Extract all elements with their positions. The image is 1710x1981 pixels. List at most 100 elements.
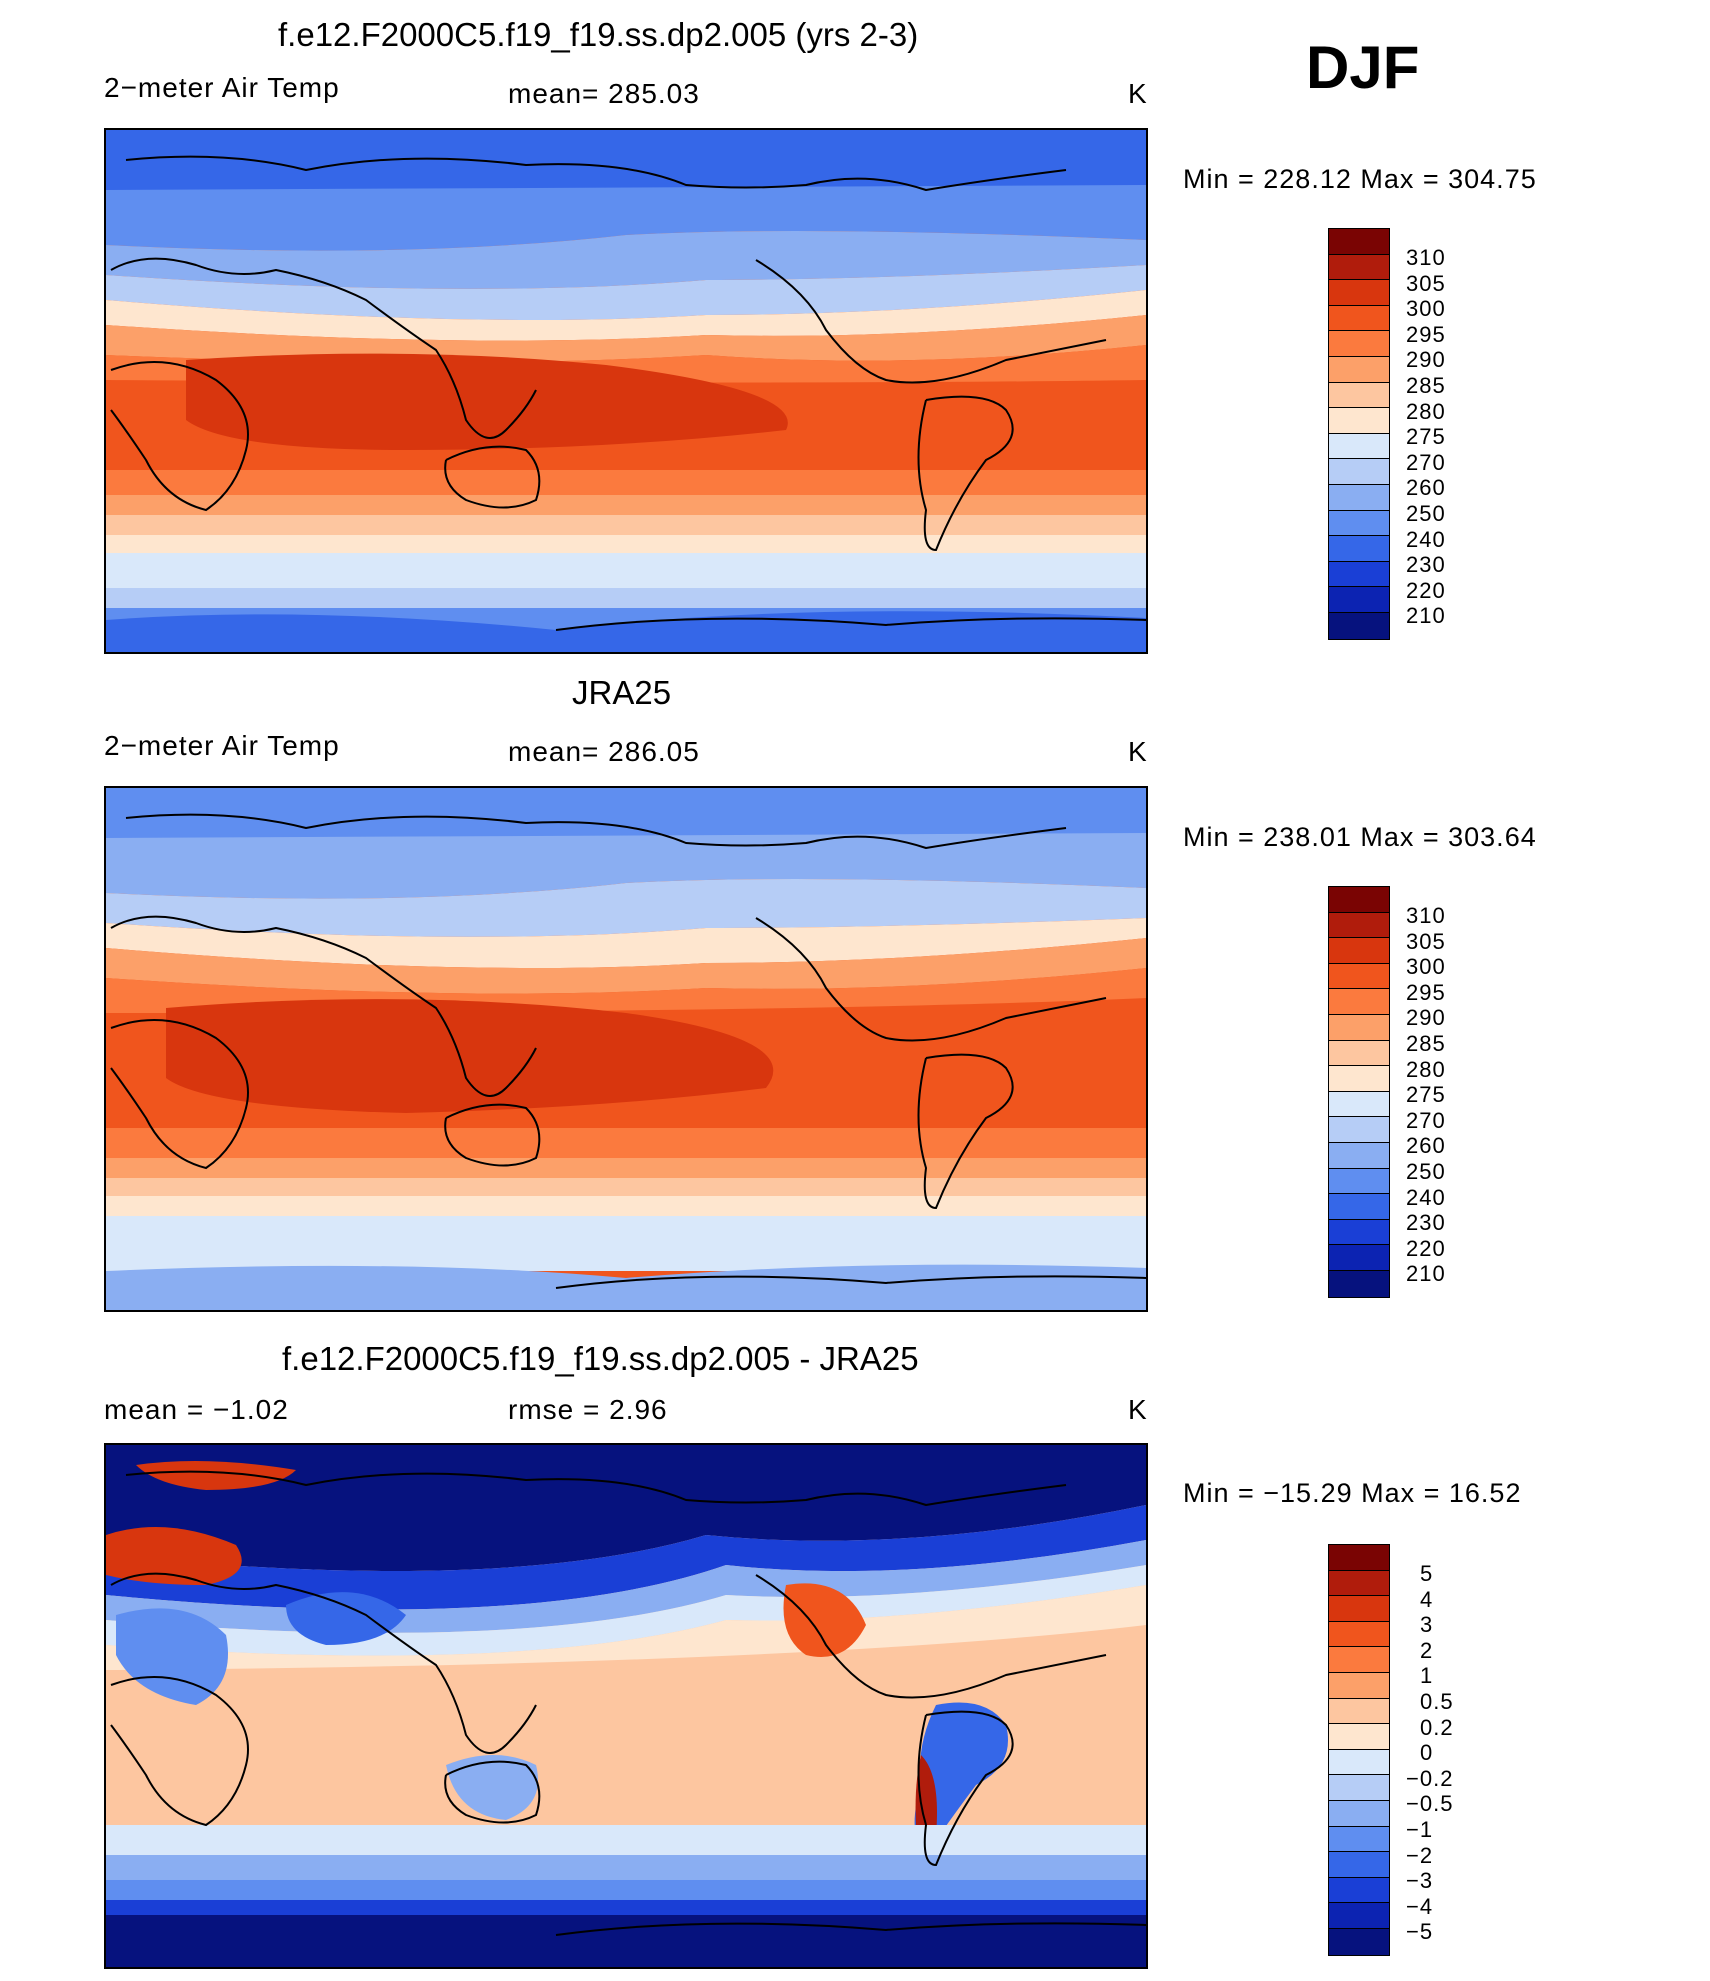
colorbar-tick-label: 300 — [1406, 954, 1446, 980]
colorbar-tick-label: 260 — [1406, 1133, 1446, 1159]
panel1-colorbar-swatch — [1329, 382, 1389, 409]
panel2-colorbar-swatch — [1329, 1168, 1389, 1195]
panel3-colorbar-swatch — [1329, 1928, 1389, 1955]
panel2-mean-label: mean= 286.05 — [508, 736, 700, 767]
panel3-title: f.e12.F2000C5.f19_f19.ss.dp2.005 - JRA25 — [282, 1340, 919, 1377]
colorbar-tick-label: 230 — [1406, 1210, 1446, 1236]
colorbar-tick-label: 280 — [1406, 1056, 1446, 1082]
colorbar-tick-label: −0.5 — [1406, 1791, 1454, 1817]
panel1-colorbar-swatch — [1329, 484, 1389, 511]
colorbar-tick-label: 4 — [1420, 1586, 1434, 1612]
panel3-map — [104, 1443, 1148, 1969]
panel1-colorbar-swatch — [1329, 305, 1389, 332]
colorbar-tick-label: 1 — [1420, 1663, 1434, 1689]
panel3-mean-label: mean = −1.02 — [104, 1394, 289, 1425]
panel1-colorbar-swatch — [1329, 561, 1389, 588]
colorbar-tick-label: −4 — [1406, 1893, 1434, 1919]
colorbar-tick-label: 260 — [1406, 475, 1446, 501]
panel3-colorbar-swatch — [1329, 1698, 1389, 1725]
colorbar-tick-label: 290 — [1406, 347, 1446, 373]
panel2-map — [104, 786, 1148, 1312]
panel1-colorbar-swatch — [1329, 587, 1389, 613]
colorbar-tick-label: 305 — [1406, 270, 1446, 296]
colorbar-tick-label: 285 — [1406, 373, 1446, 398]
panel1-colorbar-swatch — [1329, 408, 1389, 434]
colorbar-tick-label: −2 — [1406, 1842, 1434, 1868]
panel2-colorbar-swatch — [1329, 989, 1389, 1015]
panel3-colorbar-swatch — [1329, 1852, 1389, 1878]
panel1-colorbar-swatch — [1329, 536, 1389, 562]
colorbar-tick-label: 295 — [1406, 321, 1446, 347]
colorbar-tick-label: 240 — [1406, 526, 1446, 552]
panel3-colorbar-swatch — [1329, 1775, 1389, 1801]
colorbar-tick-label: 210 — [1406, 1261, 1446, 1287]
panel3-minmax: Min = −15.29 Max = 16.52 — [1183, 1478, 1522, 1508]
panel1-variable-label: 2−meter Air Temp — [104, 72, 340, 103]
panel2-colorbar-swatch — [1329, 1219, 1389, 1246]
panel1-colorbar — [1328, 228, 1390, 640]
panel3-colorbar-swatch — [1329, 1570, 1389, 1597]
panel2-colorbar — [1328, 886, 1390, 1298]
panel1-minmax: Min = 228.12 Max = 304.75 — [1183, 164, 1537, 194]
panel2-minmax: Min = 238.01 Max = 303.64 — [1183, 822, 1537, 852]
panel1-colorbar-swatch — [1329, 356, 1389, 383]
panel3-colorbar-swatch — [1329, 1672, 1389, 1699]
colorbar-tick-label: 270 — [1406, 1107, 1446, 1133]
colorbar-tick-label: 270 — [1406, 449, 1446, 475]
colorbar-tick-label: 280 — [1406, 398, 1446, 424]
colorbar-tick-label: 220 — [1406, 577, 1446, 603]
panel2-colorbar-swatch — [1329, 1142, 1389, 1169]
panel2-colorbar-swatch — [1329, 1066, 1389, 1092]
season-label: DJF — [1306, 34, 1420, 101]
colorbar-tick-label: 240 — [1406, 1184, 1446, 1210]
panel2-title: JRA25 — [572, 674, 672, 711]
colorbar-tick-label: −5 — [1406, 1919, 1434, 1945]
panel3-colorbar-swatch — [1329, 1877, 1389, 1904]
panel1-colorbar-swatch — [1329, 331, 1389, 357]
colorbar-tick-label: 0.2 — [1420, 1714, 1454, 1740]
panel3-colorbar-swatch — [1329, 1724, 1389, 1750]
colorbar-tick-label: 250 — [1406, 501, 1446, 526]
panel2-colorbar-swatch — [1329, 1040, 1389, 1067]
panel3-colorbar-swatch — [1329, 1749, 1389, 1776]
colorbar-tick-label: 250 — [1406, 1159, 1446, 1184]
colorbar-tick-label: 0.5 — [1420, 1689, 1454, 1714]
panel1-map-field — [106, 130, 1146, 652]
colorbar-tick-label: 310 — [1406, 245, 1446, 270]
panel1-colorbar-swatch — [1329, 229, 1389, 255]
panel2-map-field — [106, 788, 1146, 1310]
panel3-colorbar-swatch — [1329, 1826, 1389, 1853]
colorbar-tick-label: −0.2 — [1406, 1765, 1454, 1791]
colorbar-tick-label: 290 — [1406, 1005, 1446, 1031]
panel2-colorbar-swatch — [1329, 1245, 1389, 1271]
panel2-colorbar-swatch — [1329, 887, 1389, 913]
colorbar-tick-label: 5 — [1420, 1561, 1434, 1586]
panel1-map — [104, 128, 1148, 654]
colorbar-tick-label: 210 — [1406, 603, 1446, 629]
panel2-colorbar-swatch — [1329, 938, 1389, 964]
panel3-colorbar — [1328, 1544, 1390, 1956]
colorbar-tick-label: −3 — [1406, 1868, 1434, 1894]
panel3-colorbar-swatch — [1329, 1800, 1389, 1827]
colorbar-tick-label: 275 — [1406, 424, 1446, 450]
panel2-colorbar-swatch — [1329, 1270, 1389, 1297]
panel1-units-label: K — [1128, 78, 1148, 109]
panel1-title: f.e12.F2000C5.f19_f19.ss.dp2.005 (yrs 2-… — [278, 16, 919, 53]
panel2-colorbar-swatch — [1329, 963, 1389, 990]
colorbar-tick-label: −1 — [1406, 1817, 1434, 1842]
colorbar-tick-label: 300 — [1406, 296, 1446, 322]
colorbar-tick-label: 220 — [1406, 1235, 1446, 1261]
panel2-colorbar-swatch — [1329, 1194, 1389, 1220]
colorbar-tick-label: 2 — [1420, 1637, 1434, 1663]
panel2-units-label: K — [1128, 736, 1148, 767]
colorbar-tick-label: 305 — [1406, 928, 1446, 954]
panel3-map-field — [106, 1445, 1146, 1967]
panel2-colorbar-swatch — [1329, 912, 1389, 939]
panel3-colorbar-swatch — [1329, 1596, 1389, 1622]
panel2-colorbar-swatch — [1329, 1014, 1389, 1041]
colorbar-tick-label: 295 — [1406, 979, 1446, 1005]
panel2-variable-label: 2−meter Air Temp — [104, 730, 340, 761]
panel1-colorbar-swatch — [1329, 612, 1389, 639]
panel2-colorbar-swatch — [1329, 1117, 1389, 1143]
panel1-mean-label: mean= 285.03 — [508, 78, 700, 109]
